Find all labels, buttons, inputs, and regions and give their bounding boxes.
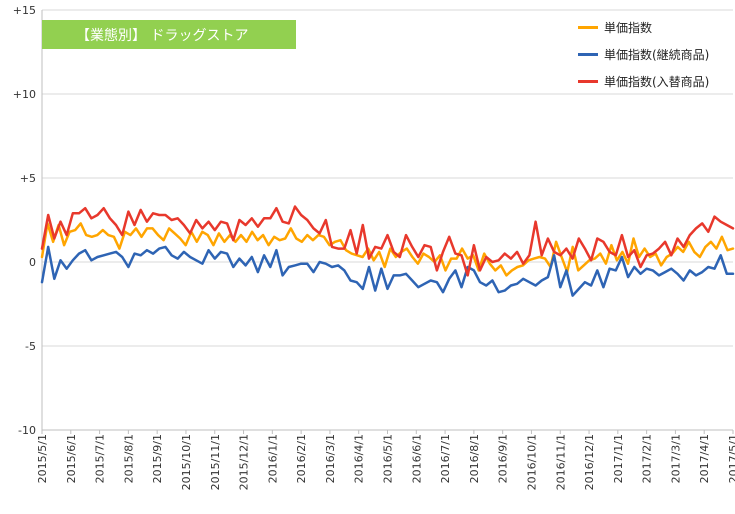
x-tick-label-13: 2016/6/1 bbox=[410, 434, 423, 483]
legend-label-series-0: 単価指数 bbox=[604, 21, 653, 35]
x-tick-label-7: 2015/12/1 bbox=[238, 434, 251, 490]
x-tick-label-10: 2016/3/1 bbox=[324, 434, 337, 483]
x-tick-label-4: 2015/9/1 bbox=[151, 434, 164, 483]
x-tick-label-2: 2015/7/1 bbox=[94, 434, 107, 483]
y-tick-label-0: +15 bbox=[13, 4, 36, 17]
legend-item-series-2: 単価指数(入替商品) bbox=[578, 68, 709, 95]
x-tick-label-20: 2017/1/1 bbox=[612, 434, 625, 483]
x-tick-label-24: 2017/5/1 bbox=[727, 434, 735, 483]
legend-label-series-2: 単価指数(入替商品) bbox=[604, 75, 710, 89]
series-line-0 bbox=[40, 222, 735, 277]
legend-item-series-1: 単価指数(継続商品) bbox=[578, 41, 709, 68]
x-tick-label-3: 2015/8/1 bbox=[122, 434, 135, 483]
x-tick-label-6: 2015/11/1 bbox=[209, 434, 222, 490]
x-tick-label-5: 2015/10/1 bbox=[180, 434, 193, 490]
x-tick-label-16: 2016/9/1 bbox=[497, 434, 510, 483]
legend-item-series-0: 単価指数 bbox=[578, 14, 709, 41]
x-tick-label-0: 2015/5/1 bbox=[36, 434, 49, 483]
y-tick-label-1: +10 bbox=[13, 88, 36, 101]
x-tick-label-19: 2016/12/1 bbox=[583, 434, 596, 490]
legend-label-series-1: 単価指数(継続商品) bbox=[604, 48, 710, 62]
x-tick-label-1: 2015/6/1 bbox=[65, 434, 78, 483]
legend: 単価指数 単価指数(継続商品) 単価指数(入替商品) bbox=[578, 14, 709, 95]
x-tick-label-8: 2016/1/1 bbox=[266, 434, 279, 483]
x-tick-label-22: 2017/3/1 bbox=[669, 434, 682, 483]
x-tick-label-17: 2016/10/1 bbox=[525, 434, 538, 490]
x-tick-label-11: 2016/4/1 bbox=[353, 434, 366, 483]
series-line-1 bbox=[40, 245, 735, 297]
chart-title: 【業態別】 ドラッグストア bbox=[42, 20, 296, 49]
y-tick-label-3: 0 bbox=[29, 256, 36, 269]
x-tick-label-12: 2016/5/1 bbox=[382, 434, 395, 483]
legend-swatch-series-1 bbox=[578, 53, 598, 56]
legend-swatch-series-0 bbox=[578, 26, 598, 29]
y-tick-label-2: +5 bbox=[20, 172, 36, 185]
x-tick-label-9: 2016/2/1 bbox=[295, 434, 308, 483]
x-tick-label-14: 2016/7/1 bbox=[439, 434, 452, 483]
x-tick-label-21: 2017/2/1 bbox=[641, 434, 654, 483]
series-line-2 bbox=[40, 205, 735, 277]
y-tick-label-4: -5 bbox=[25, 340, 36, 353]
x-tick-label-18: 2016/11/1 bbox=[554, 434, 567, 490]
x-tick-label-15: 2016/8/1 bbox=[468, 434, 481, 483]
legend-swatch-series-2 bbox=[578, 80, 598, 83]
x-tick-label-23: 2017/4/1 bbox=[698, 434, 711, 483]
y-tick-label-5: -10 bbox=[18, 424, 36, 437]
